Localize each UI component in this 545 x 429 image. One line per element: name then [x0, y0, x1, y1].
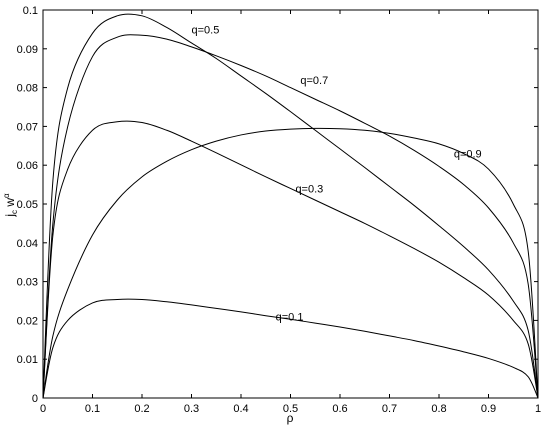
y-tick-label: 0.1: [23, 5, 38, 17]
x-tick-label: 0.4: [233, 403, 248, 415]
x-tick-label: 0.7: [382, 403, 397, 415]
y-axis-label-c: c: [10, 210, 19, 214]
series-labels: q=0.1 q=0.3 q=0.5 q=0.7 q=0.9: [192, 24, 482, 323]
series-label: q=0.5: [192, 24, 220, 36]
x-tick-label: 0.9: [481, 403, 496, 415]
y-tick-label: 0.06: [17, 160, 38, 172]
y-tick-label: 0.04: [17, 238, 38, 250]
series-line-q-0-1: [42, 298, 539, 399]
y-tick-label: 0.02: [17, 315, 38, 327]
x-tick-label: 0.5: [283, 403, 298, 415]
y-tick-label: 0.03: [17, 277, 38, 289]
x-axis-label: ρ: [287, 411, 294, 425]
y-tick-label: 0.07: [17, 121, 38, 133]
y-axis-label-j: j: [3, 214, 17, 218]
series-label: q=0.3: [295, 183, 323, 195]
x-tick-label: 0.2: [134, 403, 149, 415]
y-tick-label: 0.09: [17, 44, 38, 56]
series-label: q=0.1: [276, 312, 304, 324]
x-tick-label: 1: [535, 403, 541, 415]
svg-text:jc wα: jc wα: [2, 193, 19, 218]
axis-ticks: [42, 9, 539, 399]
x-tick-label: 0.8: [431, 403, 446, 415]
series-lines: [42, 13, 539, 399]
y-axis-label-w: w: [3, 198, 17, 210]
series-line-q-0-3: [42, 120, 539, 399]
series-label: q=0.9: [454, 149, 482, 161]
x-tick-label: 0.1: [85, 403, 100, 415]
y-tick-label: 0.08: [17, 83, 38, 95]
series-line-q-0-7: [42, 34, 539, 399]
series-line-q-0-5: [42, 13, 539, 399]
y-tick-label: 0.05: [17, 199, 38, 211]
y-tick-label: 0: [32, 393, 38, 405]
plot-frame: [42, 9, 539, 399]
y-tick-label: 0.01: [17, 354, 38, 366]
tick-labels: 0 0.1 0.2 0.3 0.4 0.5 0.6 0.7 0.8 0.9 1 0 0.01 0.02 0.…: [17, 5, 541, 415]
y-axis-label-alpha: α: [2, 193, 11, 198]
y-axis-label: jc wα: [2, 193, 19, 218]
x-tick-label: 0: [40, 403, 46, 415]
x-tick-label: 0.6: [332, 403, 347, 415]
series-line-q-0-9: [42, 127, 539, 399]
x-tick-label: 0.3: [184, 403, 199, 415]
series-label: q=0.7: [300, 75, 328, 87]
